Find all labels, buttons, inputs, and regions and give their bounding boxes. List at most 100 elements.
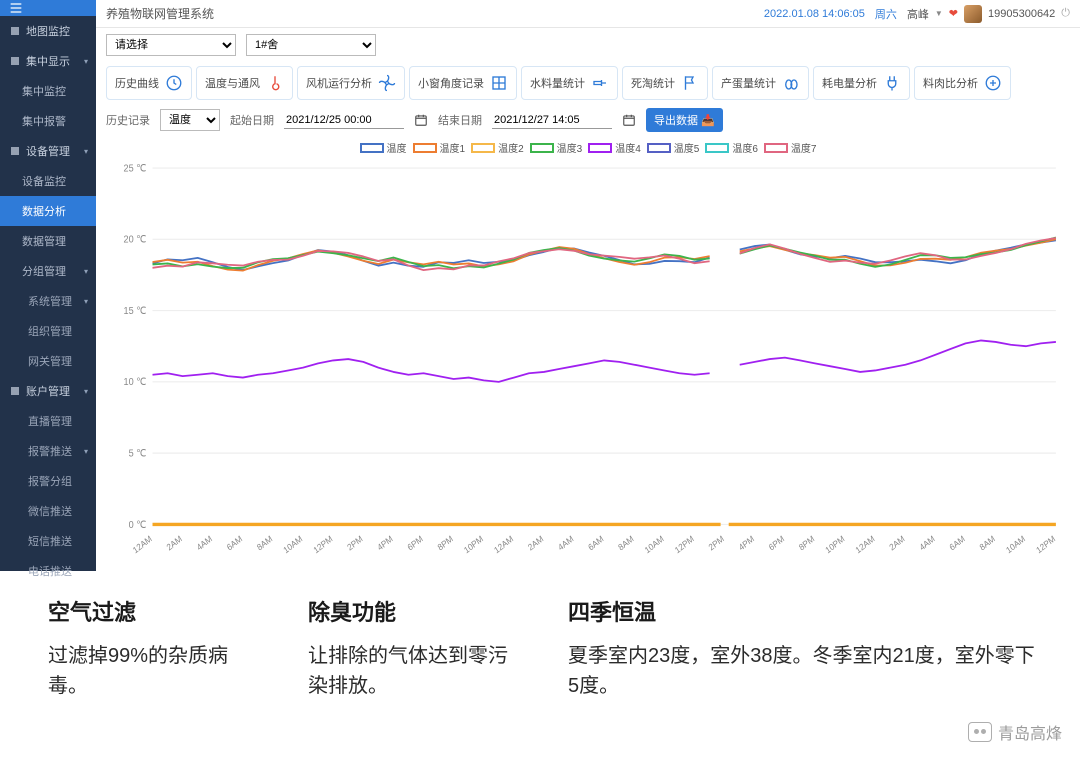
svg-text:2AM: 2AM [887,533,906,552]
svg-text:10AM: 10AM [281,533,304,555]
sidebar-item[interactable]: 短信推送 [0,526,96,556]
feature-desc: 夏季室内23度，室外38度。冬季室内21度，室外零下5度。 [568,641,1040,701]
calendar-icon[interactable] [622,113,636,127]
house-select[interactable]: 1#舍 [246,34,376,56]
svg-text:10PM: 10PM [462,533,485,555]
sidebar-item[interactable]: 直播管理 [0,406,96,436]
user-phone: 19905300642 [988,8,1055,20]
sidebar-item[interactable]: 报警推送▾ [0,436,96,466]
sidebar-item[interactable]: 设备监控 [0,166,96,196]
logout-icon[interactable]: ⏻ [1061,7,1070,20]
svg-text:12PM: 12PM [312,533,335,555]
svg-text:12AM: 12AM [492,533,515,555]
avatar[interactable] [964,5,982,23]
analysis-tab[interactable]: 料肉比分析 [914,66,1011,100]
calendar-icon[interactable] [414,113,428,127]
analysis-tab[interactable]: 小窗角度记录 [409,66,517,100]
watermark: 青岛高烽 [968,720,1062,744]
analysis-tab[interactable]: 水料量统计 [521,66,618,100]
svg-text:8AM: 8AM [616,533,635,552]
header-weekday: 周六 [875,6,897,22]
svg-text:12AM: 12AM [854,533,877,555]
legend-item[interactable]: 温度7 [764,140,817,155]
analysis-tab[interactable]: 耗电量分析 [813,66,910,100]
svg-text:4AM: 4AM [195,533,214,552]
sidebar-item[interactable]: 集中显示▾ [0,46,96,76]
svg-text:8PM: 8PM [436,533,455,552]
sidebar-item[interactable]: 网关管理 [0,346,96,376]
sidebar-collapse-toggle[interactable] [0,0,96,16]
analysis-tab[interactable]: 死淘统计 [622,66,708,100]
window-icon [490,74,508,92]
history-label: 历史记录 [106,112,150,128]
notification-icon[interactable]: ❤ [949,7,958,20]
feature-deodorize: 除臭功能 让排除的气体达到零污染排放。 [308,595,508,701]
sidebar-item[interactable]: 集中监控 [0,76,96,106]
legend-item[interactable]: 温度2 [471,140,524,155]
sidebar-item[interactable]: 账户管理▾ [0,376,96,406]
svg-text:4AM: 4AM [917,533,936,552]
svg-text:6PM: 6PM [406,533,425,552]
svg-text:15 ℃: 15 ℃ [124,306,147,318]
svg-text:10PM: 10PM [823,533,846,555]
sidebar-item[interactable]: 地图监控 [0,16,96,46]
header-datetime: 2022.01.08 14:06:05 [764,8,865,20]
sidebar-item[interactable]: 设备管理▾ [0,136,96,166]
feature-title: 除臭功能 [308,595,508,627]
legend-item[interactable]: 温度6 [705,140,758,155]
analysis-tab[interactable]: 产蛋量统计 [712,66,809,100]
analysis-tab[interactable]: 历史曲线 [106,66,192,100]
username: 高峰 [907,6,929,22]
feature-title: 空气过滤 [48,595,248,627]
feature-cards: 空气过滤 过滤掉99%的杂质病毒。 除臭功能 让排除的气体达到零污染排放。 四季… [0,571,1080,701]
main-panel: 养殖物联网管理系统 2022.01.08 14:06:05 周六 高峰 ▼ ❤ … [96,0,1080,571]
metric-select[interactable]: 温度 [160,109,220,131]
feature-title: 四季恒温 [568,595,1040,627]
svg-text:10AM: 10AM [643,533,666,555]
fan-icon [378,74,396,92]
sidebar-item[interactable]: 分组管理▾ [0,256,96,286]
eggs-icon [782,74,800,92]
sidebar-item[interactable]: 组织管理 [0,316,96,346]
legend-item[interactable]: 温度5 [647,140,700,155]
legend-item[interactable]: 温度 [360,140,407,155]
feature-air-filter: 空气过滤 过滤掉99%的杂质病毒。 [48,595,248,701]
chart-area: 0 ℃5 ℃10 ℃15 ℃20 ℃25 ℃12AM2AM4AM6AM8AM10… [96,159,1080,571]
svg-text:2PM: 2PM [345,533,364,552]
sidebar-item[interactable]: 集中报警 [0,106,96,136]
svg-text:8PM: 8PM [797,533,816,552]
svg-text:2PM: 2PM [707,533,726,552]
svg-text:10AM: 10AM [1004,533,1027,555]
filter-row: 历史记录 温度 起始日期 结束日期 导出数据 📥 [96,108,1080,138]
end-date-label: 结束日期 [438,112,482,128]
sidebar-item[interactable]: 系统管理▾ [0,286,96,316]
analysis-tab[interactable]: 温度与通风 [196,66,293,100]
svg-text:4PM: 4PM [375,533,394,552]
legend-item[interactable]: 温度3 [530,140,583,155]
wechat-icon [968,722,992,742]
watermark-text: 青岛高烽 [998,720,1062,744]
svg-text:12AM: 12AM [131,533,154,555]
sidebar-item[interactable]: 电话推送 [0,556,96,586]
sidebar-item[interactable]: 数据分析 [0,196,96,226]
sidebar-item[interactable]: 数据管理 [0,226,96,256]
svg-text:2AM: 2AM [165,533,184,552]
clock-icon [165,74,183,92]
sidebar-item[interactable]: 报警分组 [0,466,96,496]
group-select[interactable]: 请选择 [106,34,236,56]
start-date-input[interactable] [284,112,404,129]
export-button[interactable]: 导出数据 📥 [646,108,723,132]
analysis-tab[interactable]: 风机运行分析 [297,66,405,100]
sidebar-item[interactable]: 微信推送 [0,496,96,526]
legend-item[interactable]: 温度4 [588,140,641,155]
legend-item[interactable]: 温度1 [413,140,466,155]
svg-text:20 ℃: 20 ℃ [124,234,147,246]
svg-text:6AM: 6AM [586,533,605,552]
feature-desc: 让排除的气体达到零污染排放。 [308,641,508,701]
temperature-chart: 0 ℃5 ℃10 ℃15 ℃20 ℃25 ℃12AM2AM4AM6AM8AM10… [112,159,1064,565]
svg-text:6PM: 6PM [767,533,786,552]
end-date-input[interactable] [492,112,612,129]
faucet-icon [591,74,609,92]
user-block[interactable]: 高峰 ▼ ❤ 19905300642 ⏻ [907,5,1070,23]
svg-text:6AM: 6AM [225,533,244,552]
